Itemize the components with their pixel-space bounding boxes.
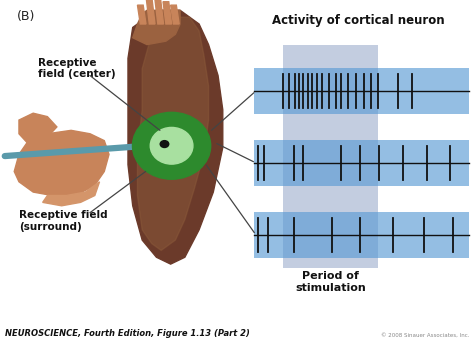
Ellipse shape xyxy=(150,127,193,164)
Polygon shape xyxy=(19,113,57,144)
Bar xyxy=(254,68,469,114)
Polygon shape xyxy=(133,10,180,45)
Polygon shape xyxy=(155,0,164,24)
Text: Activity of cortical neuron: Activity of cortical neuron xyxy=(272,14,444,27)
Polygon shape xyxy=(43,182,100,206)
Text: NEUROSCIENCE, Fourth Edition, Figure 1.13 (Part 2): NEUROSCIENCE, Fourth Edition, Figure 1.1… xyxy=(5,329,250,338)
Ellipse shape xyxy=(160,141,169,147)
Polygon shape xyxy=(171,5,179,24)
Polygon shape xyxy=(146,0,155,24)
Polygon shape xyxy=(163,2,172,24)
Ellipse shape xyxy=(132,112,210,179)
Bar xyxy=(283,45,378,268)
Bar xyxy=(254,140,469,186)
Polygon shape xyxy=(14,130,109,196)
Bar xyxy=(254,212,469,258)
Polygon shape xyxy=(137,5,146,24)
Polygon shape xyxy=(137,17,209,250)
Polygon shape xyxy=(128,10,223,264)
Text: Period of
stimulation: Period of stimulation xyxy=(295,271,366,293)
Text: Receptive
field (center): Receptive field (center) xyxy=(38,58,116,79)
Text: (B): (B) xyxy=(17,10,35,23)
Text: Receptive field
(surround): Receptive field (surround) xyxy=(19,211,108,232)
Text: © 2008 Sinauer Associates, Inc.: © 2008 Sinauer Associates, Inc. xyxy=(381,333,469,338)
